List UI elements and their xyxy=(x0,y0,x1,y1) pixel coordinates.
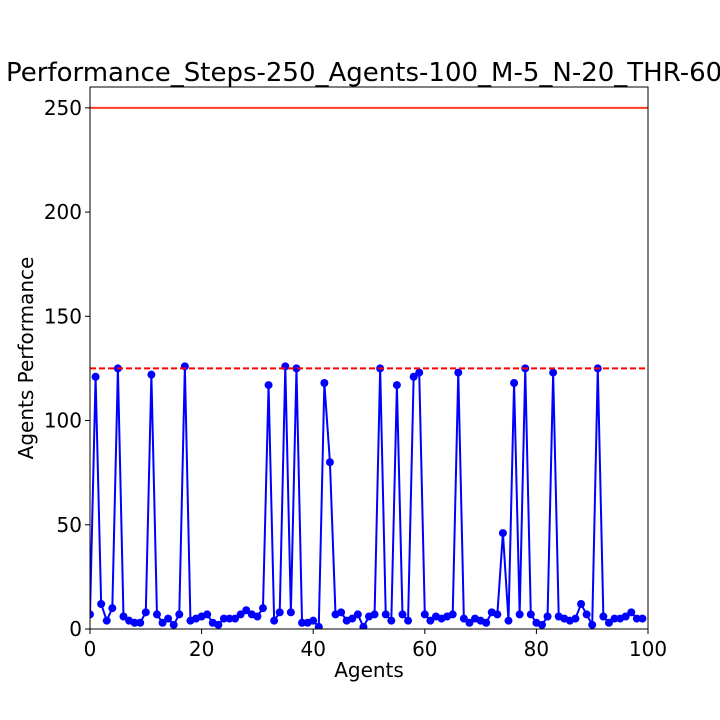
data-point-42 xyxy=(320,379,329,388)
y-tick-label: 250 xyxy=(44,96,82,120)
data-point-36 xyxy=(286,608,295,617)
data-point-73 xyxy=(493,610,502,619)
data-point-99 xyxy=(638,614,647,623)
data-point-32 xyxy=(264,381,273,390)
data-point-27 xyxy=(236,610,245,619)
y-tick-label: 0 xyxy=(69,617,82,641)
x-tick-label: 20 xyxy=(189,637,214,661)
data-point-87 xyxy=(571,614,580,623)
series-line xyxy=(90,365,643,628)
data-point-88 xyxy=(577,599,586,608)
data-point-79 xyxy=(526,610,535,619)
data-point-74 xyxy=(498,529,507,538)
data-point-21 xyxy=(203,610,212,619)
data-point-66 xyxy=(454,368,463,377)
x-tick-label: 0 xyxy=(84,637,97,661)
data-point-98 xyxy=(632,614,641,623)
data-point-24 xyxy=(219,614,228,623)
data-point-30 xyxy=(253,612,262,621)
data-point-41 xyxy=(314,622,323,629)
data-point-89 xyxy=(582,610,591,619)
data-point-6 xyxy=(119,612,128,621)
y-tick-label: 150 xyxy=(44,304,82,328)
y-axis-title: Agents Performance xyxy=(14,257,38,460)
data-point-37 xyxy=(292,364,301,373)
x-tick-label: 60 xyxy=(412,637,437,661)
data-point-33 xyxy=(270,616,279,625)
data-point-90 xyxy=(588,620,597,629)
data-point-47 xyxy=(348,614,357,623)
data-point-10 xyxy=(141,608,150,617)
data-point-82 xyxy=(543,612,552,621)
data-point-61 xyxy=(426,616,435,625)
data-point-26 xyxy=(231,614,240,623)
data-point-45 xyxy=(337,608,346,617)
data-point-53 xyxy=(381,610,390,619)
data-point-3 xyxy=(102,616,111,625)
data-point-77 xyxy=(515,610,524,619)
data-point-56 xyxy=(398,610,407,619)
data-point-28 xyxy=(242,606,251,615)
data-point-23 xyxy=(214,620,223,629)
plot-frame xyxy=(89,86,649,630)
data-point-93 xyxy=(604,618,613,627)
x-tick-label: 80 xyxy=(524,637,549,661)
data-point-81 xyxy=(537,620,546,629)
data-point-2 xyxy=(97,599,106,608)
plot-data-layer xyxy=(90,106,648,629)
data-point-54 xyxy=(387,616,396,625)
data-point-71 xyxy=(482,618,491,627)
data-point-12 xyxy=(152,610,161,619)
data-point-8 xyxy=(130,618,139,627)
data-point-65 xyxy=(448,610,457,619)
x-tick-label: 40 xyxy=(300,637,325,661)
data-point-94 xyxy=(610,614,619,623)
y-tick-label: 100 xyxy=(44,409,82,433)
data-point-51 xyxy=(370,610,379,619)
data-point-96 xyxy=(621,612,630,621)
data-point-75 xyxy=(504,616,513,625)
data-point-59 xyxy=(415,368,424,377)
data-point-34 xyxy=(275,608,284,617)
x-tick-label: 100 xyxy=(629,637,667,661)
data-point-9 xyxy=(136,618,145,627)
data-point-11 xyxy=(147,370,156,379)
data-point-31 xyxy=(258,604,267,613)
data-point-67 xyxy=(459,614,468,623)
data-point-58 xyxy=(409,372,418,381)
data-point-0 xyxy=(90,610,94,619)
chart-title: Performance_Steps-250_Agents-100_M-5_N-2… xyxy=(6,58,720,88)
data-point-57 xyxy=(404,616,413,625)
data-point-25 xyxy=(225,614,234,623)
data-point-15 xyxy=(169,620,178,629)
data-point-14 xyxy=(164,614,173,623)
data-point-43 xyxy=(325,458,334,467)
data-point-49 xyxy=(359,622,368,629)
data-point-92 xyxy=(599,612,608,621)
data-point-55 xyxy=(392,381,401,390)
data-point-97 xyxy=(627,608,636,617)
data-point-48 xyxy=(353,610,362,619)
data-point-38 xyxy=(298,618,307,627)
data-point-83 xyxy=(549,368,558,377)
plot-area: 0 20 40 60 80 100 0 50 100 150 200 250 xyxy=(44,86,667,661)
x-axis-title: Agents xyxy=(334,658,404,682)
data-point-16 xyxy=(175,610,184,619)
y-tick-label: 200 xyxy=(44,200,82,224)
data-point-40 xyxy=(309,616,318,625)
data-point-1 xyxy=(91,372,100,381)
data-point-68 xyxy=(465,618,474,627)
data-point-13 xyxy=(158,618,167,627)
data-point-76 xyxy=(510,379,519,388)
data-point-4 xyxy=(108,604,117,613)
data-point-60 xyxy=(420,610,429,619)
y-tick-label: 50 xyxy=(57,513,82,537)
